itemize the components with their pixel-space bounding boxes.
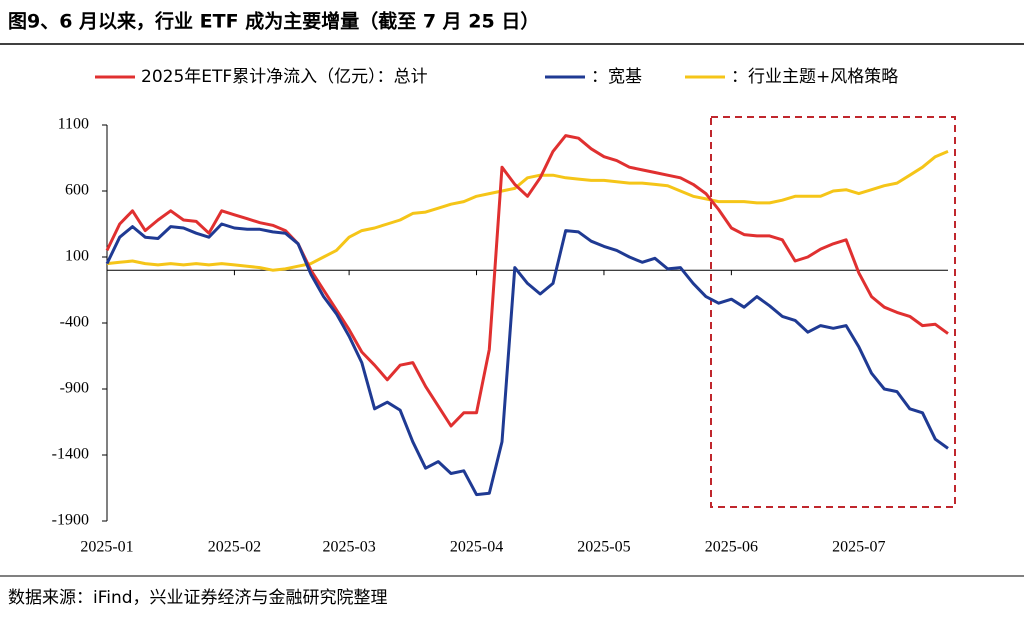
- x-tick-label: 2025-07: [832, 539, 885, 556]
- x-tick-label: 2025-05: [577, 539, 630, 556]
- y-tick-label: 100: [65, 248, 89, 265]
- y-tick-label: -1900: [52, 512, 89, 529]
- series-line: [105, 134, 949, 428]
- y-tick-label: -900: [60, 380, 89, 397]
- series-line: [106, 150, 949, 272]
- legend-label: ：宽基: [591, 67, 642, 87]
- source-note: 数据来源：iFind，兴业证券经济与金融研究院整理: [8, 588, 388, 608]
- x-tick-label: 2025-02: [208, 539, 261, 556]
- y-tick-label: -1400: [52, 446, 89, 463]
- y-tick-label: 1100: [58, 116, 89, 133]
- legend-label: 2025年ETF累计净流入（亿元）：总计: [141, 67, 428, 87]
- y-tick-label: -400: [60, 314, 89, 331]
- highlight-box: [710, 116, 956, 508]
- y-tick-label: 600: [65, 182, 89, 199]
- series-line: [105, 222, 949, 497]
- chart-title: 图9、6 月以来，行业 ETF 成为主要增量（截至 7 月 25 日）: [8, 10, 539, 33]
- x-tick-label: 2025-06: [705, 539, 758, 556]
- legend-label: ：行业主题+风格策略: [731, 67, 898, 87]
- x-tick-label: 2025-01: [80, 539, 133, 556]
- x-tick-label: 2025-03: [322, 539, 375, 556]
- x-tick-label: 2025-04: [450, 539, 503, 556]
